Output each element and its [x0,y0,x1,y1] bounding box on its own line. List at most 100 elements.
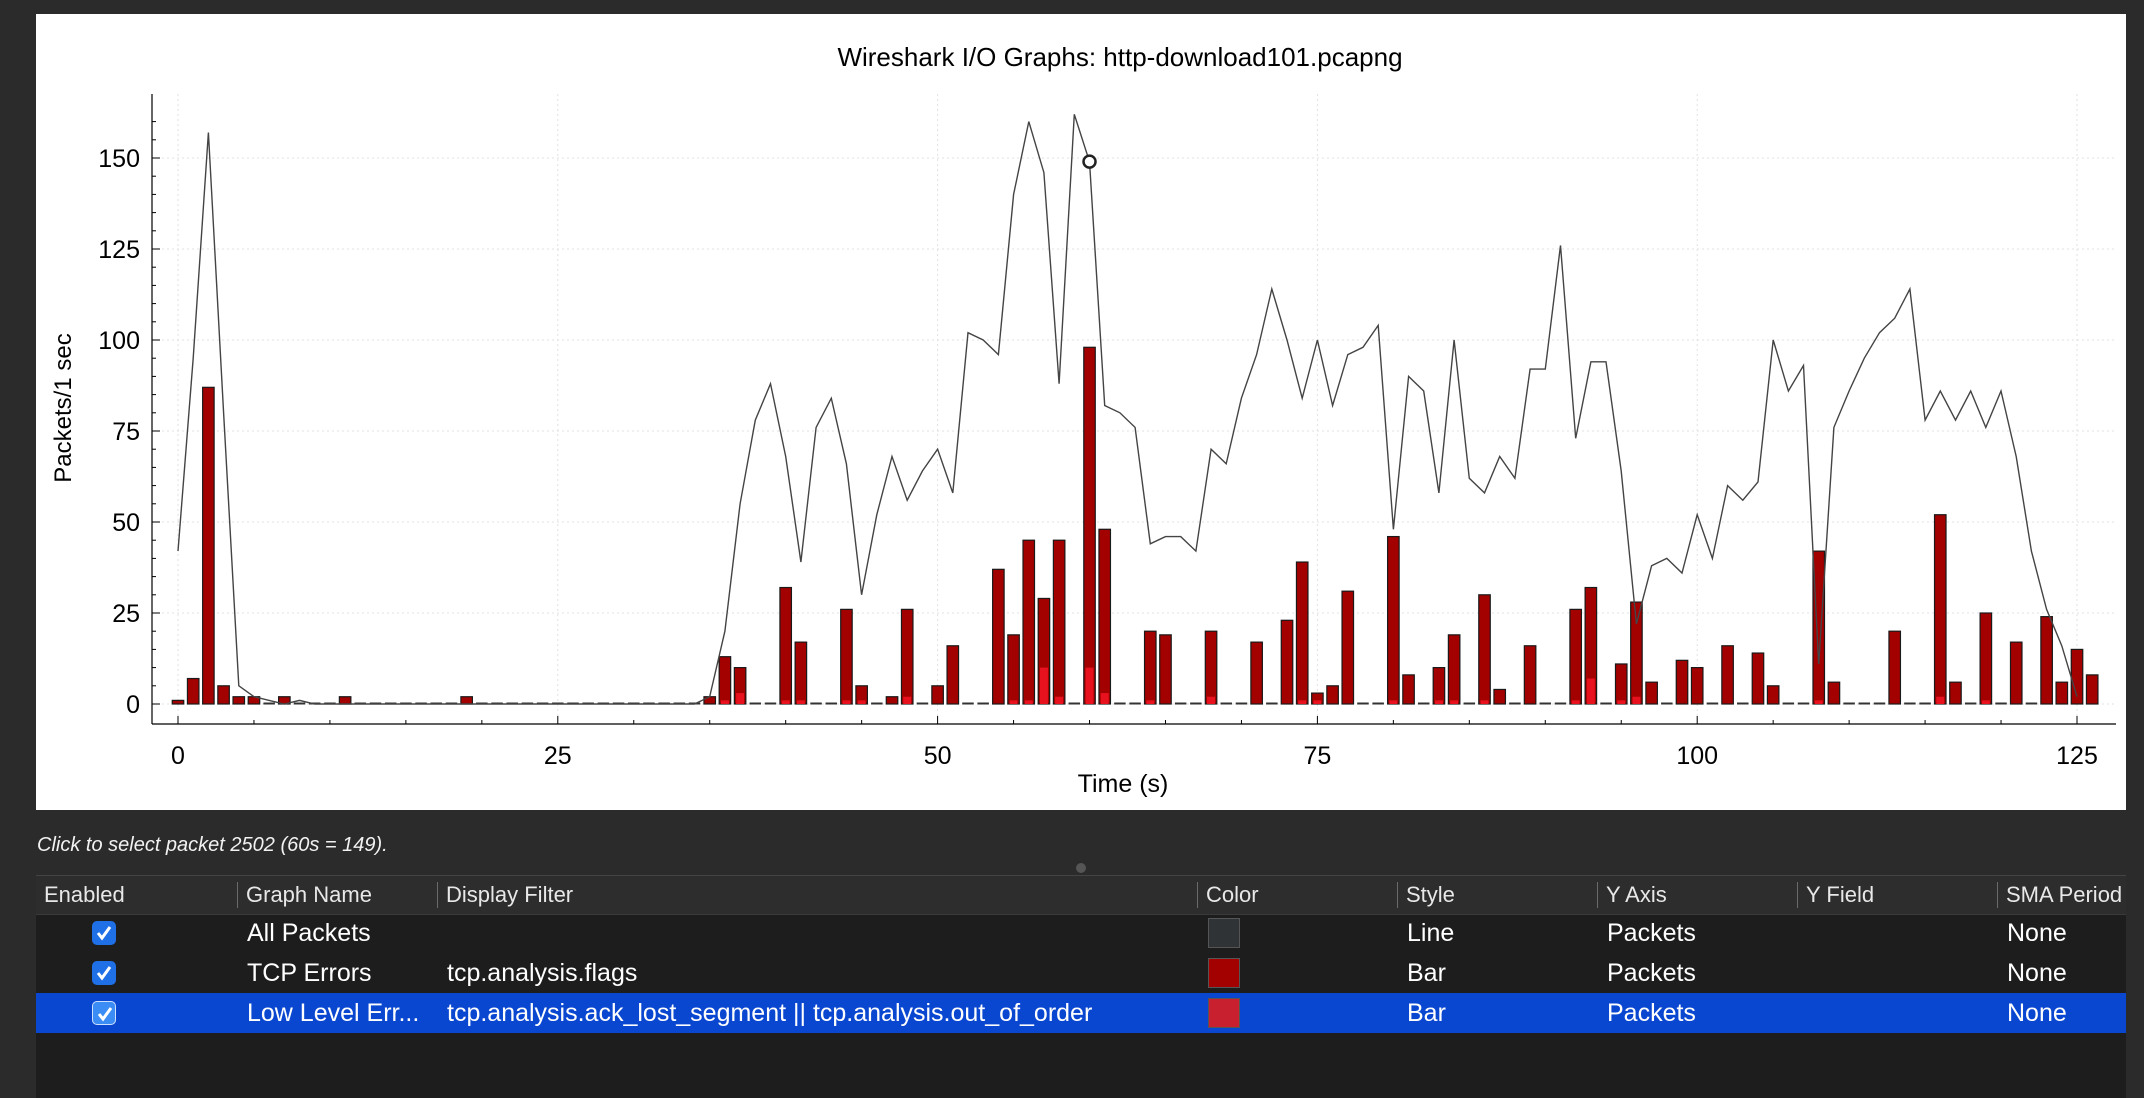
graph-name[interactable]: Low Level Err... [247,993,419,1033]
graph-y-axis[interactable]: Packets [1607,953,1696,993]
tcp-errors-bar [2056,682,2068,704]
tcp-errors-bar [1327,686,1339,704]
color-swatch[interactable] [1208,918,1240,948]
checkmark-icon [94,923,114,943]
tcp-errors-bar [233,697,245,704]
header-y-field[interactable]: Y Field [1797,882,1997,908]
graph-name[interactable]: All Packets [247,913,371,953]
low-level-errors-bar [1389,700,1397,704]
x-tick-label: 0 [171,742,185,770]
tcp-errors-bar [2010,642,2022,704]
tcp-errors-bar [1919,703,1931,705]
low-level-errors-bar [1982,700,1990,704]
tcp-errors-bar [1798,703,1810,705]
tcp-errors-bar [1737,703,1749,705]
tcp-errors-bar [765,703,777,705]
tcp-errors-bar [932,686,944,704]
x-tick-label: 50 [924,742,952,770]
tcp-errors-bar [1251,642,1263,704]
tcp-errors-bar [1160,635,1172,704]
low-level-errors-bar [721,700,729,704]
graph-name[interactable]: TCP Errors [247,953,372,993]
tcp-errors-bar [1722,646,1734,704]
tcp-errors-bar [1069,703,1081,705]
graph-row-tcp-errors[interactable]: TCP Errors tcp.analysis.flags Bar Packet… [36,953,2126,993]
graph-sma-period[interactable]: None [2007,953,2067,993]
tcp-errors-bar [1494,689,1506,704]
header-style[interactable]: Style [1397,882,1597,908]
tcp-errors-bar [1190,703,1202,705]
graph-row-all-packets[interactable]: All Packets Line Packets None [36,913,2126,953]
tcp-errors-bar [750,703,762,705]
header-graph-name[interactable]: Graph Name [237,882,437,908]
display-filter[interactable]: tcp.analysis.ack_lost_segment || tcp.ana… [447,993,1092,1033]
tcp-errors-bar [1281,620,1293,704]
tcp-errors-bar [795,642,807,704]
tcp-errors-bar [1357,703,1369,705]
tcp-errors-bar [1752,653,1764,704]
low-level-errors-bar [1086,668,1094,704]
graph-y-axis[interactable]: Packets [1607,993,1696,1033]
header-sma-period[interactable]: SMA Period [1997,882,2126,908]
tcp-errors-bar [780,588,792,704]
tcp-errors-bar [1600,703,1612,705]
tcp-errors-bar [1965,703,1977,705]
io-graph-chart[interactable]: Wireshark I/O Graphs: http-download101.p… [36,14,2126,810]
low-level-errors-bar [1632,697,1640,704]
low-level-errors-bar [736,693,744,704]
enabled-checkbox[interactable] [92,961,116,985]
graph-style[interactable]: Bar [1407,953,1446,993]
low-level-errors-bar [1055,697,1063,704]
enabled-checkbox[interactable] [92,921,116,945]
low-level-errors-bar [1481,700,1489,704]
low-level-errors-bar [1207,697,1215,704]
graph-sma-period[interactable]: None [2007,993,2067,1033]
header-display-filter[interactable]: Display Filter [437,882,1197,908]
tcp-errors-bar [1904,703,1916,705]
tcp-errors-bar [1145,631,1157,704]
low-level-errors-bar [1025,700,1033,704]
tcp-errors-bar [263,703,275,705]
y-tick-label: 0 [126,691,140,719]
graph-style[interactable]: Bar [1407,993,1446,1033]
tcp-errors-bar [871,703,883,705]
tcp-errors-bar [1114,703,1126,705]
tcp-errors-bar [2086,675,2098,704]
chart-canvas[interactable]: Wireshark I/O Graphs: http-download101.p… [36,14,2126,810]
splitter-handle[interactable] [1076,863,1086,873]
tcp-errors-bar [1783,703,1795,705]
enabled-checkbox[interactable] [92,1001,116,1025]
low-level-errors-bar [1010,700,1018,704]
low-level-errors-bar [1572,700,1580,704]
low-level-errors-bar [1040,668,1048,704]
display-filter[interactable]: tcp.analysis.flags [447,953,637,993]
header-enabled[interactable]: Enabled [36,882,236,908]
tcp-errors-bar [1935,515,1947,704]
tcp-errors-bar [841,609,853,704]
tcp-errors-bar [461,697,473,704]
low-level-errors-bar [903,697,911,704]
color-swatch[interactable] [1208,998,1240,1028]
tcp-errors-bar [1433,668,1445,704]
tcp-errors-bar [1175,703,1187,705]
x-axis-label: Time (s) [1078,770,1169,798]
graph-y-axis[interactable]: Packets [1607,913,1696,953]
graph-sma-period[interactable]: None [2007,913,2067,953]
tcp-errors-bar [1403,675,1415,704]
tcp-errors-bar [1099,529,1111,704]
tcp-errors-bar [1767,686,1779,704]
graph-table[interactable]: Enabled Graph Name Display Filter Color … [36,875,2126,1098]
header-y-axis[interactable]: Y Axis [1597,882,1797,908]
chart-title: Wireshark I/O Graphs: http-download101.p… [837,42,1402,72]
low-level-errors-bar [1450,700,1458,704]
graph-row-low-level-errors[interactable]: Low Level Err... tcp.analysis.ack_lost_s… [36,993,2126,1033]
tcp-errors-bar [993,569,1005,704]
tcp-errors-bar [1372,703,1384,705]
tcp-errors-bar [1296,562,1308,704]
color-swatch[interactable] [1208,958,1240,988]
checkmark-icon [94,963,114,983]
header-color[interactable]: Color [1197,882,1397,908]
low-level-errors-bar [1936,697,1944,704]
tcp-errors-bar [1859,703,1871,705]
graph-style[interactable]: Line [1407,913,1454,953]
